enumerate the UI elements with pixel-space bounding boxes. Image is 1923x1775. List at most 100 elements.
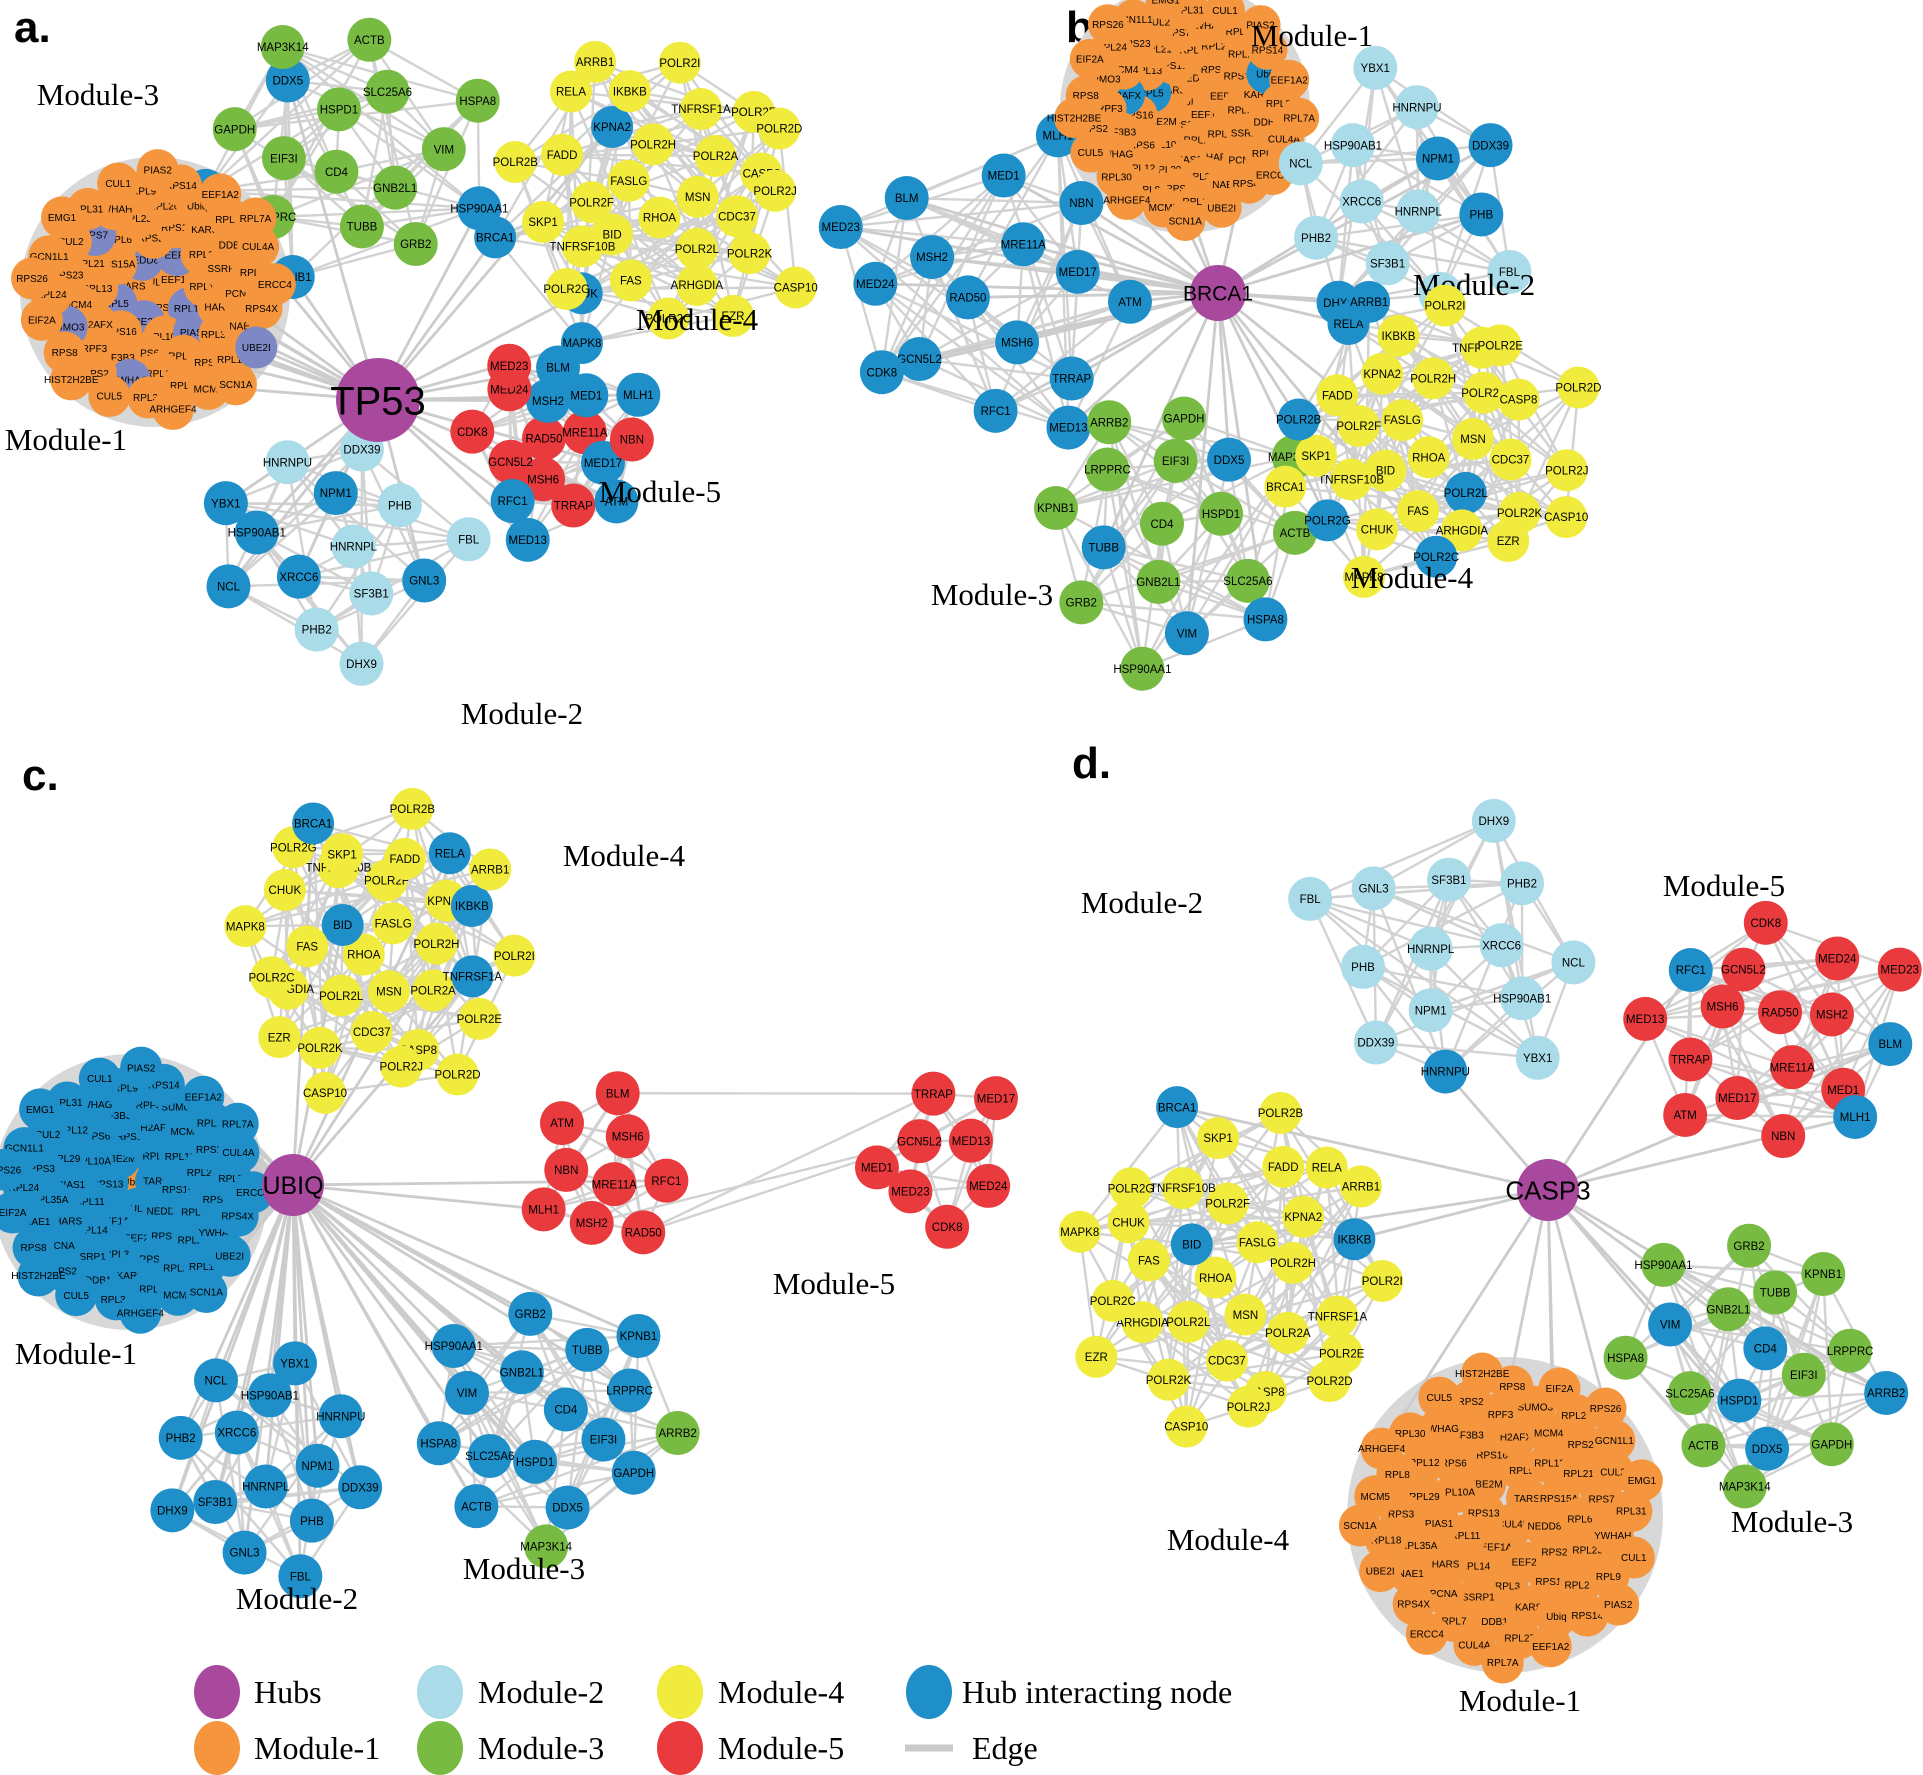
node-circle-RELA[interactable] bbox=[549, 70, 592, 113]
node-PHB[interactable]: PHB bbox=[289, 1498, 334, 1543]
node-circle-NBN[interactable] bbox=[544, 1147, 589, 1192]
node-POLR2L[interactable]: POLR2L bbox=[1166, 1300, 1211, 1343]
node-circle-PHB2[interactable] bbox=[1294, 215, 1339, 260]
node-circle-CDC37[interactable] bbox=[715, 195, 758, 238]
node-circle-EEF1A2[interactable] bbox=[182, 1075, 225, 1118]
node-circle-NCL[interactable] bbox=[1551, 940, 1596, 985]
node-BID[interactable]: BID bbox=[1364, 449, 1407, 492]
node-EIF3I[interactable]: EIF3I bbox=[1781, 1352, 1826, 1397]
node-TNFRSF1A[interactable]: TNFRSF1A bbox=[671, 88, 731, 131]
node-circle-CUL1[interactable] bbox=[1612, 1536, 1655, 1579]
node-circle-FADD[interactable] bbox=[1262, 1145, 1305, 1188]
node-NBN[interactable]: NBN bbox=[544, 1147, 589, 1192]
node-circle-PIAS2[interactable] bbox=[136, 149, 179, 192]
node-circle-PHB[interactable] bbox=[1341, 944, 1386, 989]
node-XRCC6[interactable]: XRCC6 bbox=[276, 554, 321, 599]
node-circle-POLR2D[interactable] bbox=[1557, 366, 1600, 409]
node-circle-BRCA1[interactable] bbox=[1156, 1086, 1199, 1129]
node-circle-SLC25A6[interactable] bbox=[365, 69, 410, 114]
node-VIM[interactable]: VIM bbox=[1648, 1302, 1693, 1347]
node-circle-HSPD1[interactable] bbox=[316, 87, 361, 132]
node-circle-MSH6[interactable] bbox=[605, 1114, 650, 1159]
node-circle-POLR2G[interactable] bbox=[1110, 1167, 1153, 1210]
node-circle-XRCC6[interactable] bbox=[214, 1410, 259, 1455]
node-CDK8[interactable]: CDK8 bbox=[450, 409, 495, 454]
node-NBN[interactable]: NBN bbox=[1059, 181, 1104, 226]
node-circle-HSP90AB1[interactable] bbox=[247, 1373, 292, 1418]
node-VIM[interactable]: VIM bbox=[444, 1370, 489, 1415]
hub-node-UBIQ[interactable]: UBIQ bbox=[262, 1154, 324, 1216]
node-PHB2[interactable]: PHB2 bbox=[1294, 215, 1339, 260]
node-EIF3I[interactable]: EIF3I bbox=[1153, 438, 1198, 483]
node-circle-GRB2[interactable] bbox=[393, 221, 438, 266]
node-circle-GCN1L1[interactable] bbox=[1593, 1419, 1636, 1462]
node-circle-GCN5L2[interactable] bbox=[1721, 947, 1766, 992]
node-circle-ACTB[interactable] bbox=[1272, 510, 1317, 555]
node-circle-ARHGDIA[interactable] bbox=[1121, 1301, 1164, 1344]
node-ERCC4[interactable]: ERCC4 bbox=[1405, 1612, 1448, 1655]
node-POLR2C[interactable]: POLR2C bbox=[1090, 1279, 1136, 1322]
node-circle-GAPDH[interactable] bbox=[611, 1450, 656, 1495]
node-NPM1[interactable]: NPM1 bbox=[1415, 136, 1460, 181]
node-FAS[interactable]: FAS bbox=[1397, 490, 1440, 533]
node-ARRB1[interactable]: ARRB1 bbox=[1339, 1165, 1382, 1208]
node-HSPD1[interactable]: HSPD1 bbox=[513, 1439, 558, 1484]
node-circle-DHX9[interactable] bbox=[339, 641, 384, 686]
node-circle-GAPDH[interactable] bbox=[212, 107, 257, 152]
node-POLR2L[interactable]: POLR2L bbox=[1444, 471, 1489, 514]
node-circle-MED23[interactable] bbox=[487, 343, 532, 388]
node-circle-NBN[interactable] bbox=[1761, 1114, 1806, 1159]
node-MAPK8[interactable]: MAPK8 bbox=[1342, 555, 1385, 598]
node-circle-MED17[interactable] bbox=[1715, 1076, 1760, 1121]
node-MED1[interactable]: MED1 bbox=[854, 1145, 899, 1190]
node-circle-CDC37[interactable] bbox=[1489, 438, 1532, 481]
node-MED13[interactable]: MED13 bbox=[1046, 405, 1091, 450]
node-NPM1[interactable]: NPM1 bbox=[313, 471, 358, 516]
node-CDC37[interactable]: CDC37 bbox=[1489, 438, 1532, 481]
node-NPM1[interactable]: NPM1 bbox=[295, 1443, 340, 1488]
node-EIF2A[interactable]: EIF2A bbox=[20, 298, 63, 341]
node-HNRNPU[interactable]: HNRNPU bbox=[1392, 85, 1442, 130]
node-circle-ARRB2[interactable] bbox=[1087, 400, 1132, 445]
node-circle-GAPDH[interactable] bbox=[1162, 396, 1207, 441]
node-circle-ATM[interactable] bbox=[539, 1101, 584, 1146]
node-circle-MLH1[interactable] bbox=[616, 372, 661, 417]
node-circle-RPL7A[interactable] bbox=[216, 1102, 259, 1145]
node-circle-POLR2I[interactable] bbox=[658, 41, 701, 84]
node-circle-SCN1A[interactable] bbox=[185, 1270, 228, 1313]
node-UBE2I[interactable]: UBE2I bbox=[208, 1234, 251, 1277]
node-TNFRSF1A[interactable]: TNFRSF1A bbox=[443, 955, 503, 998]
node-circle-PIAS2[interactable] bbox=[120, 1046, 163, 1089]
node-circle-EEF1A2[interactable] bbox=[1529, 1625, 1572, 1668]
node-circle-HNRNPU[interactable] bbox=[1394, 85, 1439, 130]
node-circle-POLR2J[interactable] bbox=[754, 169, 797, 212]
node-MED17[interactable]: MED17 bbox=[1715, 1076, 1760, 1121]
node-RPS26[interactable]: RPS26 bbox=[0, 1148, 27, 1191]
node-circle-POLR2I[interactable] bbox=[493, 934, 536, 977]
node-FASLG[interactable]: FASLG bbox=[1236, 1221, 1279, 1264]
node-YBX1[interactable]: YBX1 bbox=[1515, 1035, 1560, 1080]
node-MSH6[interactable]: MSH6 bbox=[605, 1114, 650, 1159]
node-RPS26[interactable]: RPS26 bbox=[1087, 4, 1128, 45]
node-circle-KPNA2[interactable] bbox=[1282, 1195, 1325, 1238]
node-circle-MSH2[interactable] bbox=[526, 378, 571, 423]
node-circle-EIF2A[interactable] bbox=[0, 1191, 34, 1234]
node-circle-MSH6[interactable] bbox=[521, 457, 566, 502]
node-HNRNPU[interactable]: HNRNPU bbox=[316, 1394, 365, 1439]
node-circle-MSN[interactable] bbox=[1224, 1293, 1267, 1336]
node-PHB2[interactable]: PHB2 bbox=[294, 607, 339, 652]
node-MSN[interactable]: MSN bbox=[1451, 417, 1494, 460]
node-NAE1[interactable]: NAE1 bbox=[1389, 1552, 1432, 1595]
node-circle-CDK8[interactable] bbox=[1743, 900, 1788, 945]
node-CUL1[interactable]: CUL1 bbox=[1612, 1536, 1655, 1579]
node-GAPDH[interactable]: GAPDH bbox=[611, 1450, 656, 1495]
node-circle-MLH1[interactable] bbox=[521, 1187, 566, 1232]
node-circle-VIM[interactable] bbox=[1648, 1302, 1693, 1347]
node-circle-FBL[interactable] bbox=[446, 517, 491, 562]
node-circle-CHUK[interactable] bbox=[1107, 1201, 1150, 1244]
node-RPL7A[interactable]: RPL7A bbox=[1279, 97, 1320, 138]
node-CDC37[interactable]: CDC37 bbox=[350, 1011, 393, 1054]
node-circle-POLR2K[interactable] bbox=[728, 232, 771, 275]
node-MRE11A[interactable]: MRE11A bbox=[592, 1162, 637, 1207]
node-MED23[interactable]: MED23 bbox=[1877, 947, 1922, 992]
